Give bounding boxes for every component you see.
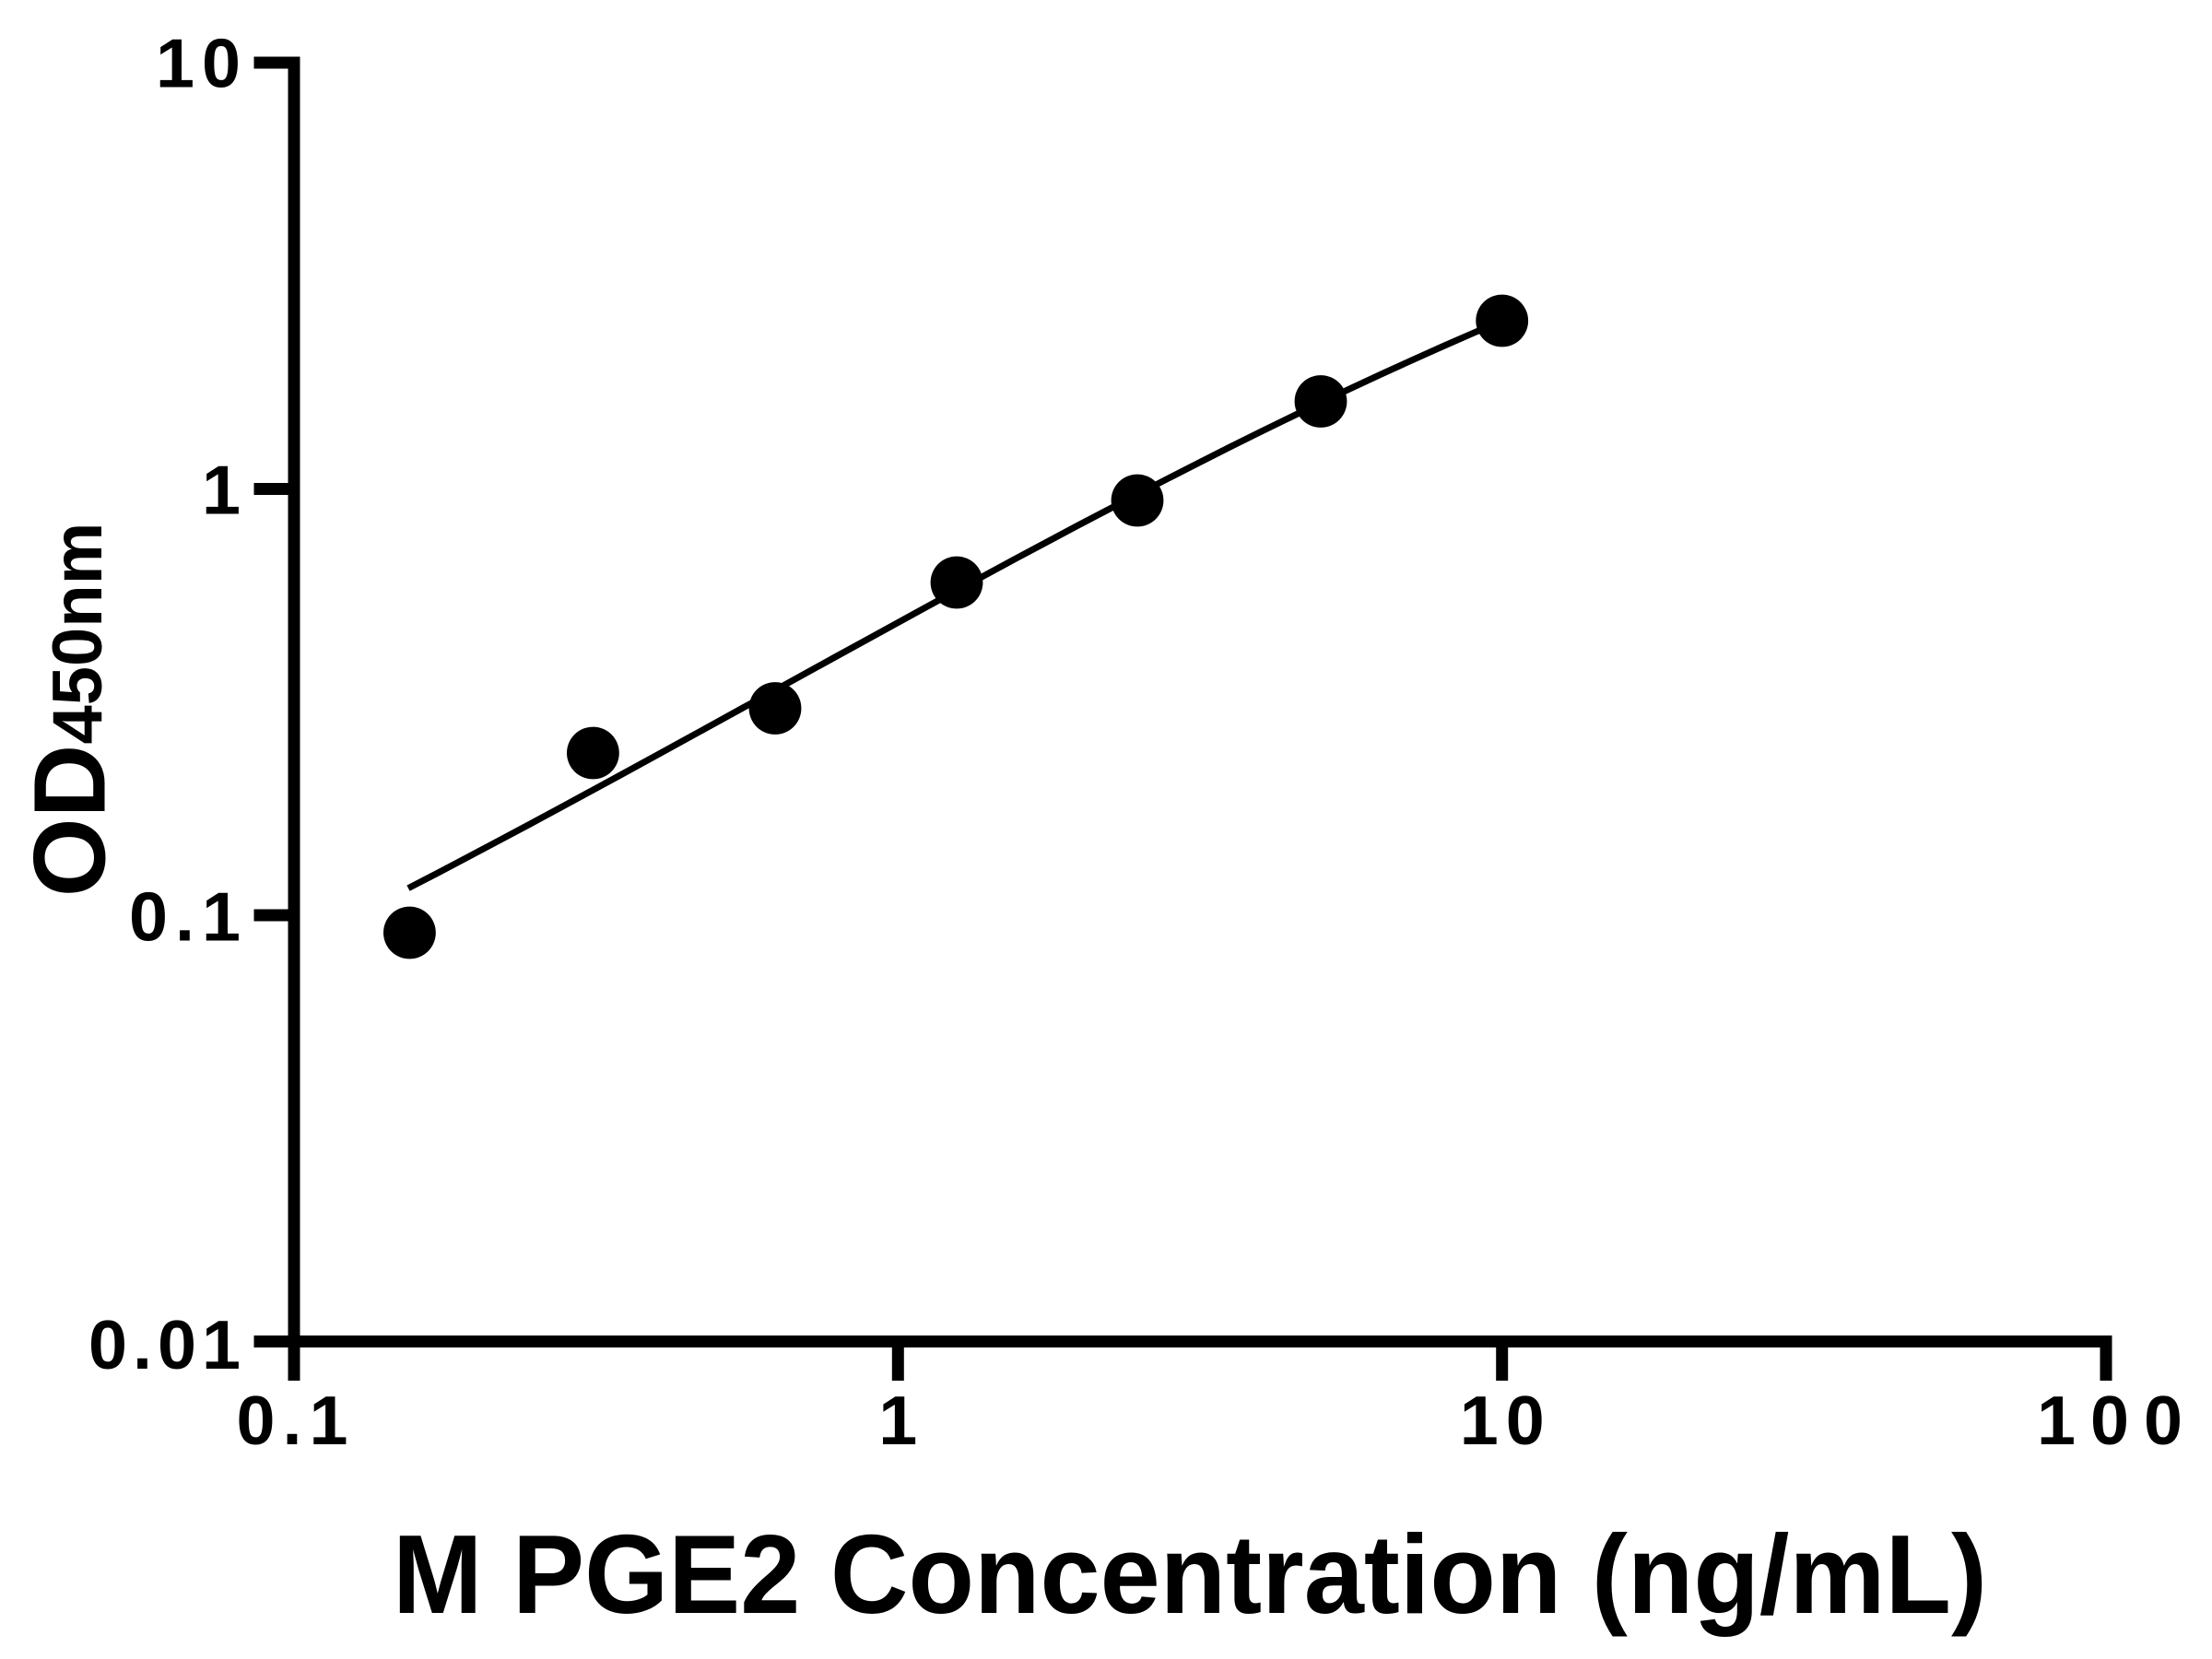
svg-text:M PGE2 Concentration (ng/mL): M PGE2 Concentration (ng/mL) <box>393 1512 1987 1637</box>
svg-text:100: 100 <box>2037 1382 2183 1459</box>
svg-text:0.1: 0.1 <box>237 1382 348 1459</box>
svg-text:1: 1 <box>202 452 241 529</box>
svg-text:1: 1 <box>878 1382 917 1459</box>
svg-text:OD450nm: OD450nm <box>14 523 127 898</box>
svg-text:0.01: 0.01 <box>88 1306 241 1383</box>
svg-text:0.1: 0.1 <box>129 878 241 956</box>
